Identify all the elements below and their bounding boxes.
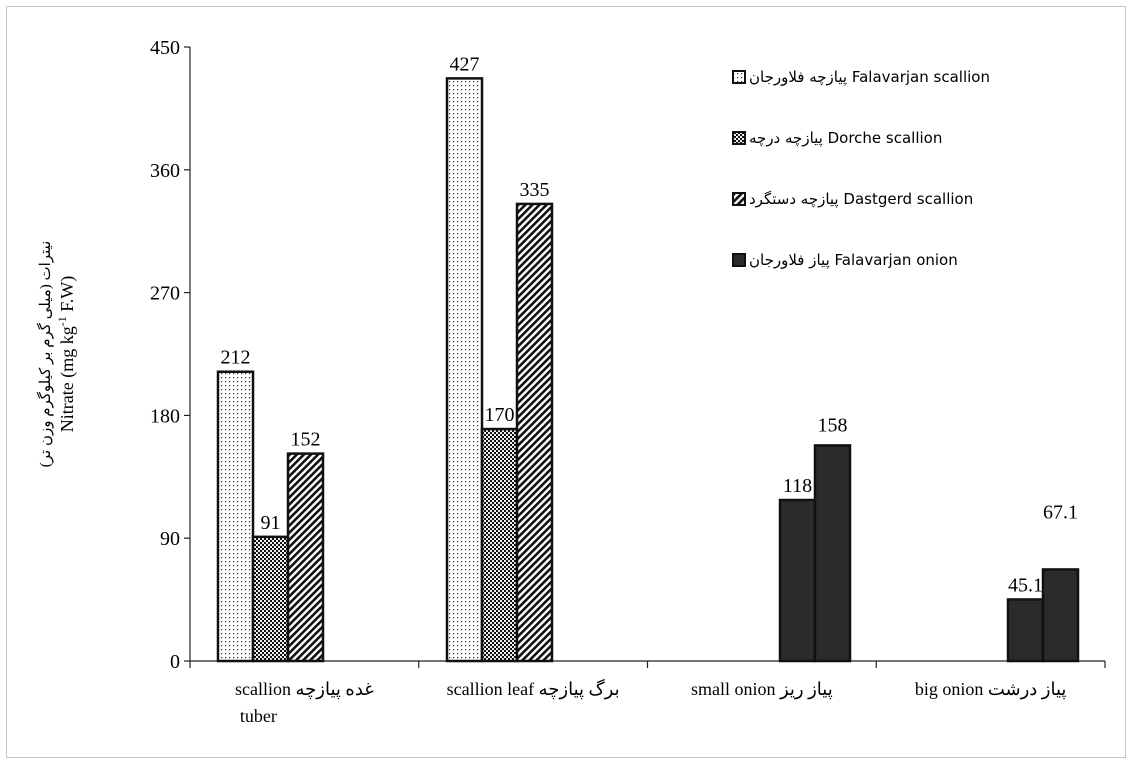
bar [251, 535, 290, 663]
y-tick-label: 180 [150, 405, 180, 427]
bar [445, 77, 484, 663]
y-tick-label: 90 [160, 528, 180, 550]
y-axis-label-fa: نیترات (میلی گرم بر کیلوگرم وزن تر) [36, 241, 54, 468]
x-category-label: small onion پیاز ریز [691, 679, 833, 700]
y-tick-label: 0 [170, 651, 180, 673]
bar [778, 498, 817, 663]
legend-swatch [732, 192, 746, 206]
y-tick-label: 360 [150, 160, 180, 182]
bar-value-label: 152 [291, 429, 321, 451]
bar [216, 370, 255, 663]
bar [1006, 598, 1045, 663]
bar-value-label: 158 [818, 414, 848, 436]
bar [286, 452, 325, 663]
bar [1041, 568, 1080, 663]
y-tick-label: 450 [150, 37, 180, 59]
bar-value-label: 335 [520, 179, 550, 201]
bar [813, 444, 852, 663]
bars [216, 77, 1080, 663]
bar-value-label: 170 [485, 404, 515, 426]
bar-value-label: 91 [261, 512, 281, 534]
legend: پیازچه فلاورجان Falavarjan scallion پیازچ… [732, 68, 990, 270]
x-labels: scallion غده پیازچه tuber scallion leaf بر… [235, 678, 1066, 726]
legend-label: پیازچه دستگرد Dastgerd scallion [749, 190, 973, 209]
bar-labels: 212 91 152 427 170 335 118 158 45.1 67.1 [221, 53, 1079, 596]
x-category-label: scallion leaf برگ پیازچه [447, 678, 620, 700]
x-category-label: big onion پیاز درشت [915, 679, 1067, 700]
y-axis-label: نیترات (میلی گرم بر کیلوگرم وزن تر) Nitr… [36, 241, 78, 468]
y-axis-label-en: Nitrate (mg kg-1 F.W) [55, 276, 78, 433]
legend-swatch [732, 253, 746, 267]
y-axis-label-en-prefix: Nitrate (mg kg [57, 326, 78, 432]
legend-label: پیازچه فلاورجان Falavarjan scallion [749, 68, 990, 87]
bar-value-label: 212 [221, 347, 251, 369]
bar-value-label: 118 [783, 475, 812, 497]
legend-label: پیاز فلاورجان Falavarjan onion [749, 251, 958, 270]
y-tick-label: 270 [150, 283, 180, 305]
x-ticks [189, 661, 1106, 668]
legend-label: پیازچه درچه Dorche scallion [749, 129, 942, 148]
y-axis-label-en-suffix: F.W) [57, 276, 78, 317]
chart-frame [6, 6, 1126, 758]
x-category-label: scallion غده پیازچه [235, 679, 374, 700]
y-axis-label-en-sup: -1 [55, 316, 69, 326]
legend-swatch [732, 70, 746, 84]
bar-value-label: 45.1 [1008, 574, 1043, 596]
legend-swatch [732, 131, 746, 145]
x-category-label-line2: tuber [240, 706, 277, 726]
y-ticks: 0 90 180 270 360 450 [150, 37, 190, 673]
bar-value-label: 67.1 [1043, 501, 1078, 523]
bar-value-label: 427 [450, 53, 480, 75]
bar [515, 202, 554, 663]
bar [480, 427, 519, 663]
